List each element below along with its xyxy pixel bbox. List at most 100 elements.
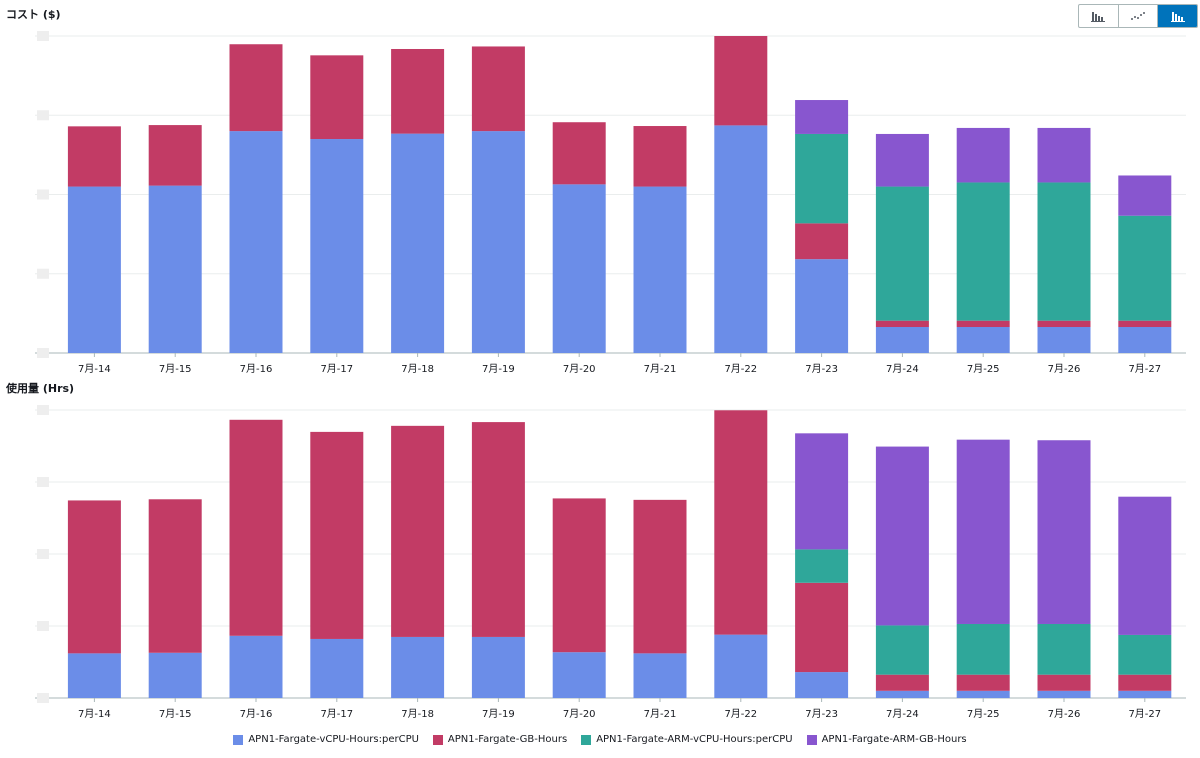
- bar-segment-vcpu[interactable]: [633, 186, 687, 353]
- legend-item-arm_gb[interactable]: APN1-Fargate-ARM-GB-Hours: [806, 734, 967, 745]
- bar-segment-vcpu[interactable]: [1037, 327, 1091, 353]
- legend-swatch: [581, 734, 592, 745]
- bar-segment-gb[interactable]: [471, 46, 525, 132]
- bar-segment-vcpu[interactable]: [552, 652, 606, 698]
- bar-segment-arm_gb[interactable]: [1037, 127, 1091, 183]
- bar-segment-gb[interactable]: [148, 499, 202, 653]
- bar-segment-arm_gb[interactable]: [1037, 440, 1091, 624]
- bar-segment-vcpu[interactable]: [956, 327, 1010, 353]
- bar-segment-vcpu[interactable]: [310, 139, 364, 353]
- chart-type-toggle[interactable]: [1078, 4, 1198, 28]
- bar-segment-gb[interactable]: [956, 320, 1010, 328]
- x-tick-label: 7月-20: [563, 363, 596, 375]
- legend-item-vcpu[interactable]: APN1-Fargate-vCPU-Hours:perCPU: [233, 734, 419, 745]
- bar-segment-gb[interactable]: [310, 431, 364, 639]
- bar-segment-gb[interactable]: [1037, 320, 1091, 328]
- bar-segment-gb[interactable]: [67, 500, 121, 654]
- legend-swatch: [233, 734, 244, 745]
- bar-segment-arm_gb[interactable]: [795, 433, 849, 550]
- line-chart-button[interactable]: [1119, 5, 1159, 27]
- bar-segment-arm_vcpu[interactable]: [875, 186, 929, 321]
- bar-segment-arm_vcpu[interactable]: [795, 549, 849, 583]
- bar-segment-arm_gb[interactable]: [875, 446, 929, 626]
- x-tick-label: 7月-25: [967, 363, 1000, 375]
- x-tick-label: 7月-15: [159, 708, 192, 720]
- bar-segment-gb[interactable]: [391, 425, 445, 637]
- bar-segment-arm_gb[interactable]: [956, 439, 1010, 624]
- bar-segment-vcpu[interactable]: [875, 327, 929, 353]
- bar-segment-arm_vcpu[interactable]: [956, 623, 1010, 675]
- bar-segment-vcpu[interactable]: [229, 131, 283, 353]
- bar-segment-gb[interactable]: [552, 122, 606, 185]
- bar-segment-arm_gb[interactable]: [1118, 175, 1172, 216]
- bar-segment-vcpu[interactable]: [391, 133, 445, 353]
- bar-segment-vcpu[interactable]: [148, 652, 202, 698]
- bar-segment-vcpu[interactable]: [714, 125, 768, 353]
- bar-segment-gb[interactable]: [552, 498, 606, 653]
- chart-0: 7月-14 7月-15 7月-16 7月-17 7月-18 7月-19 7月-20 7月-21…: [35, 31, 1186, 375]
- bar-segment-gb[interactable]: [633, 499, 687, 654]
- legend-label: APN1-Fargate-GB-Hours: [447, 734, 568, 745]
- bar-segment-gb[interactable]: [229, 44, 283, 132]
- y-tick-label-obscured: [37, 268, 49, 279]
- bar-segment-vcpu[interactable]: [229, 635, 283, 698]
- bar-segment-arm_vcpu[interactable]: [956, 182, 1010, 321]
- bar-segment-vcpu[interactable]: [633, 653, 687, 698]
- chart-1: 7月-14 7月-15 7月-16 7月-17 7月-18 7月-19 7月-20 7月-21…: [35, 405, 1186, 720]
- bar-segment-gb[interactable]: [875, 320, 929, 328]
- bar-segment-vcpu[interactable]: [67, 653, 121, 698]
- bar-segment-gb[interactable]: [1118, 320, 1172, 328]
- bar-segment-vcpu[interactable]: [67, 186, 121, 353]
- bar-segment-gb[interactable]: [795, 223, 849, 260]
- bar-segment-arm_vcpu[interactable]: [1037, 182, 1091, 321]
- bar-chart-button[interactable]: [1079, 5, 1119, 27]
- bar-segment-vcpu[interactable]: [714, 634, 768, 698]
- bar-segment-arm_gb[interactable]: [875, 133, 929, 187]
- bar-segment-vcpu[interactable]: [956, 690, 1010, 698]
- bar-segment-gb[interactable]: [795, 582, 849, 673]
- bar-segment-gb[interactable]: [1118, 674, 1172, 691]
- x-tick-label: 7月-23: [805, 708, 838, 720]
- bar-segment-vcpu[interactable]: [795, 672, 849, 698]
- x-tick-label: 7月-24: [886, 708, 919, 720]
- bar-segment-gb[interactable]: [310, 55, 364, 140]
- bar-segment-vcpu[interactable]: [391, 636, 445, 698]
- bar-segment-arm_vcpu[interactable]: [1118, 634, 1172, 675]
- usage-chart-title: 使用量 (Hrs): [6, 382, 75, 395]
- legend-item-arm_vcpu[interactable]: APN1-Fargate-ARM-vCPU-Hours:perCPU: [581, 734, 793, 745]
- bar-segment-vcpu[interactable]: [471, 131, 525, 353]
- x-tick-label: 7月-21: [644, 708, 677, 720]
- bar-segment-arm_vcpu[interactable]: [1118, 215, 1172, 321]
- bar-segment-gb[interactable]: [148, 125, 202, 186]
- legend-item-gb[interactable]: APN1-Fargate-GB-Hours: [432, 734, 568, 745]
- bar-segment-gb[interactable]: [633, 126, 687, 187]
- bar-segment-vcpu[interactable]: [1037, 690, 1091, 698]
- bar-segment-gb[interactable]: [229, 419, 283, 636]
- bar-segment-gb[interactable]: [391, 48, 445, 134]
- x-tick-label: 7月-14: [78, 363, 111, 375]
- bar-segment-vcpu[interactable]: [795, 259, 849, 353]
- bar-segment-arm_vcpu[interactable]: [875, 625, 929, 675]
- bar-segment-gb[interactable]: [956, 674, 1010, 691]
- bar-segment-arm_gb[interactable]: [1118, 496, 1172, 635]
- bar-segment-gb[interactable]: [67, 126, 121, 187]
- bar-segment-gb[interactable]: [714, 36, 768, 126]
- x-tick-label: 7月-26: [1048, 708, 1081, 720]
- bar-segment-gb[interactable]: [1037, 674, 1091, 691]
- y-tick-label-obscured: [37, 549, 49, 559]
- bar-segment-vcpu[interactable]: [148, 185, 202, 353]
- stacked-bar-chart-button[interactable]: [1158, 5, 1197, 27]
- bar-segment-vcpu[interactable]: [1118, 327, 1172, 353]
- bar-segment-vcpu[interactable]: [1118, 690, 1172, 698]
- bar-segment-arm_vcpu[interactable]: [1037, 623, 1091, 675]
- bar-segment-gb[interactable]: [471, 422, 525, 637]
- bar-segment-gb[interactable]: [875, 674, 929, 691]
- bar-segment-vcpu[interactable]: [552, 184, 606, 353]
- bar-segment-arm_gb[interactable]: [956, 127, 1010, 183]
- bar-segment-vcpu[interactable]: [875, 690, 929, 698]
- bar-segment-gb[interactable]: [714, 410, 768, 635]
- bar-segment-arm_gb[interactable]: [795, 100, 849, 134]
- bar-segment-vcpu[interactable]: [471, 636, 525, 698]
- bar-segment-vcpu[interactable]: [310, 638, 364, 698]
- bar-segment-arm_vcpu[interactable]: [795, 133, 849, 224]
